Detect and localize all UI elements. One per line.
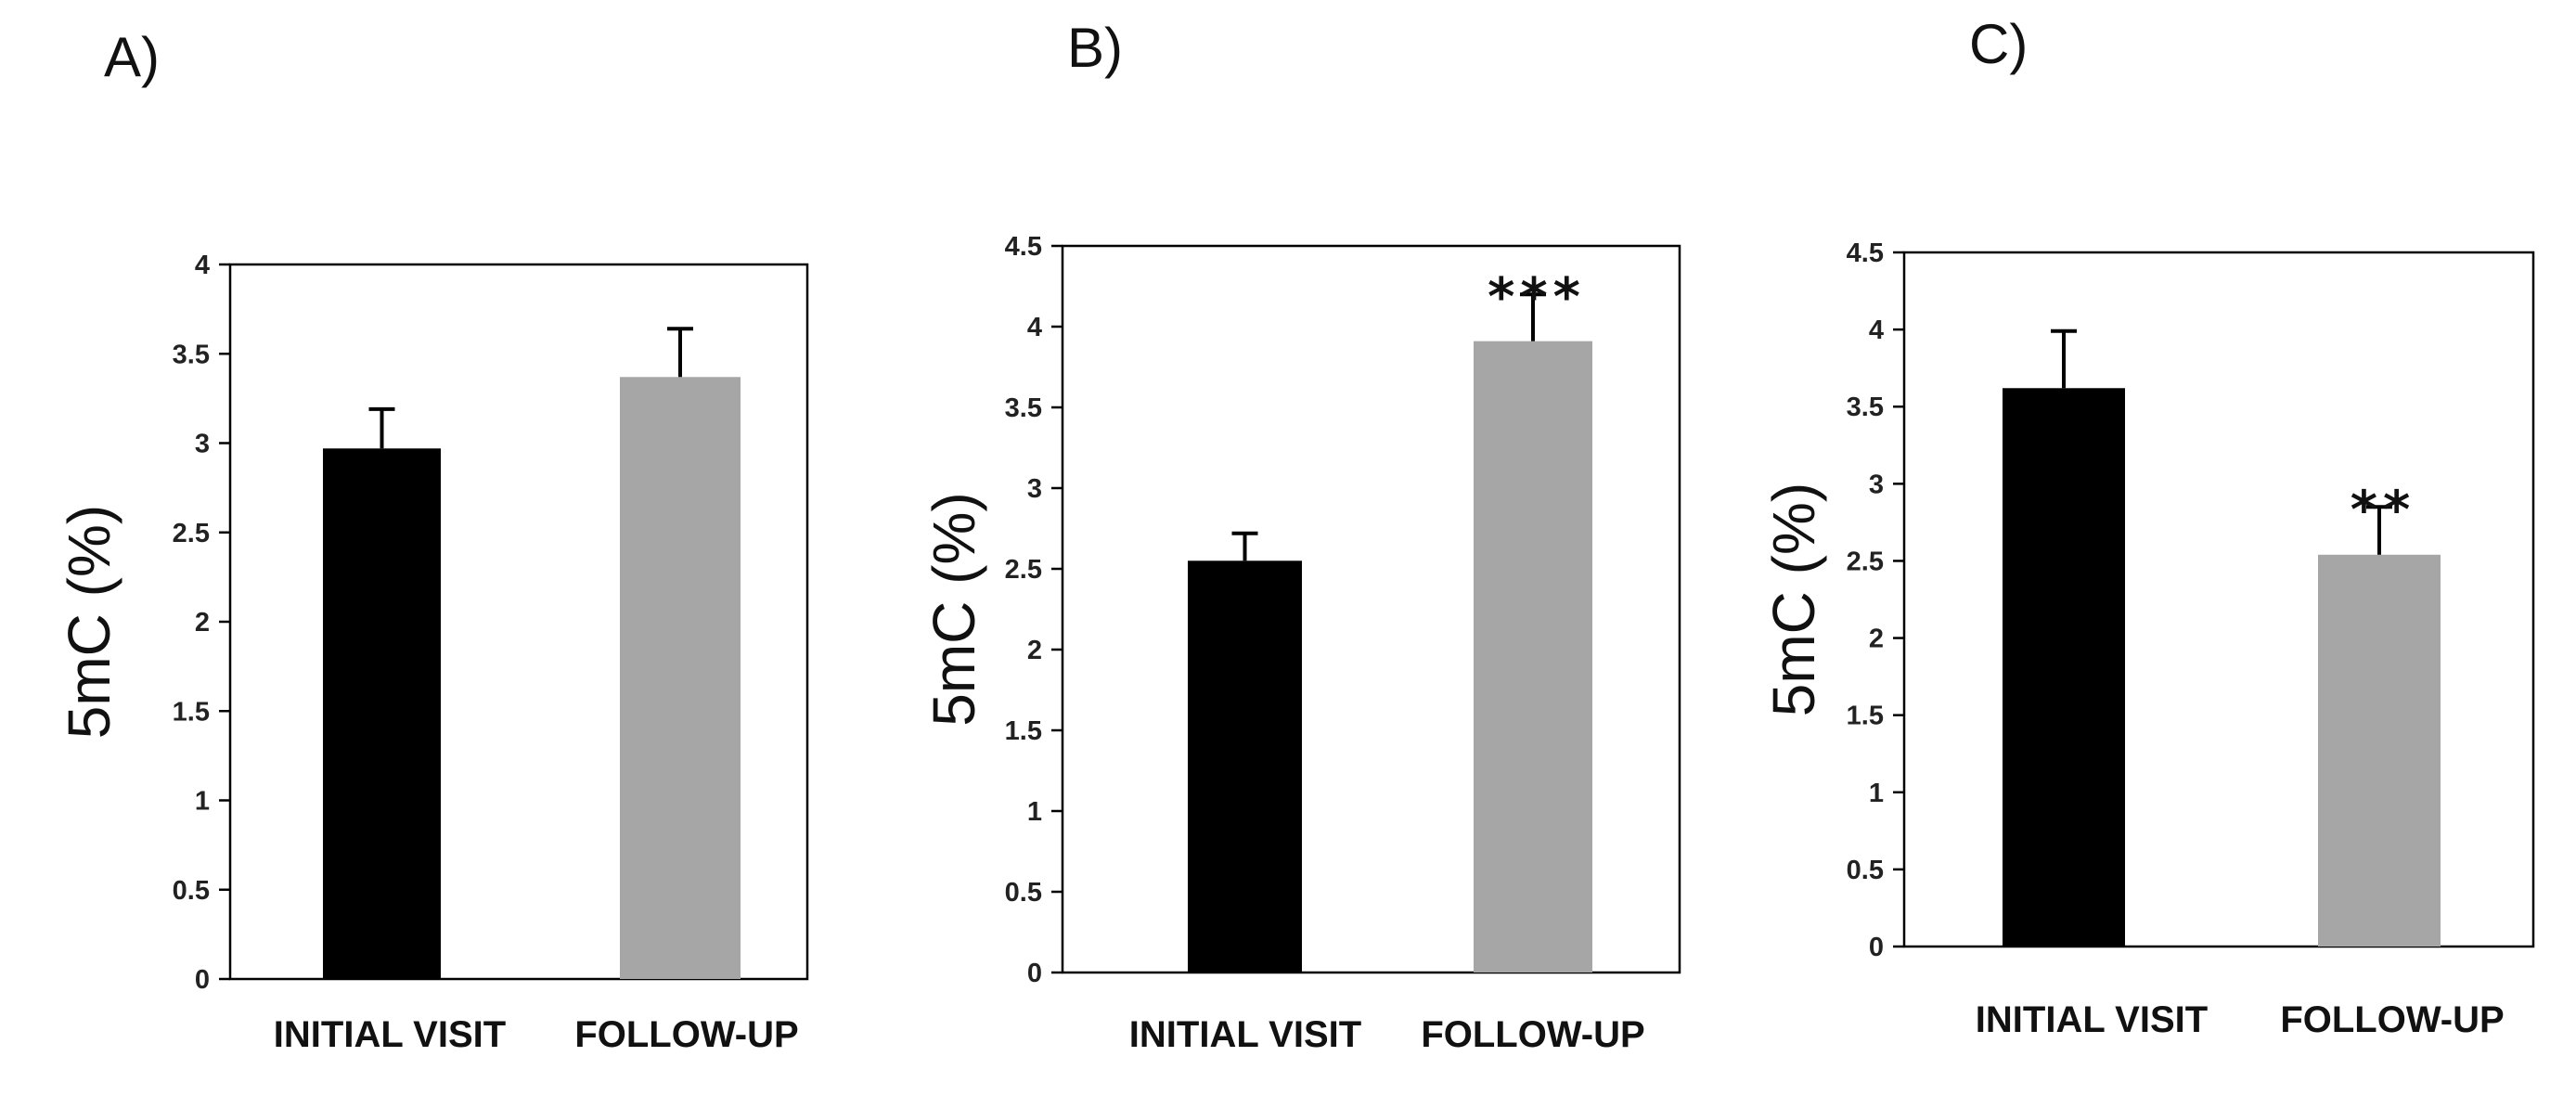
- significance-marker: ***: [1488, 267, 1586, 328]
- y-axis-label: 5mC (%): [56, 505, 122, 739]
- y-tick-label: 1: [1869, 779, 1884, 808]
- y-tick-label: 0.5: [173, 876, 210, 906]
- panel-label: B): [1067, 17, 1123, 79]
- y-tick-label: 0: [1027, 959, 1042, 988]
- y-tick-label: 3: [195, 430, 210, 459]
- category-label: FOLLOW-UP: [2280, 999, 2504, 1040]
- significance-marker: **: [2351, 480, 2416, 540]
- y-tick-label: 2.5: [173, 519, 210, 548]
- y-axis-label: 5mC (%): [1760, 483, 1827, 716]
- y-tick-label: 3.5: [1847, 393, 1884, 422]
- y-tick-label: 2: [1027, 636, 1042, 665]
- bar-initial-visit: [2003, 388, 2125, 947]
- y-tick-label: 3.5: [1005, 393, 1042, 423]
- bar-initial-visit: [323, 448, 441, 979]
- y-tick-label: 1.5: [1847, 702, 1884, 731]
- y-tick-label: 2: [1869, 625, 1884, 654]
- category-label: INITIAL VISIT: [274, 1014, 506, 1055]
- bar-follow-up: [620, 377, 741, 979]
- bar-follow-up: [1474, 341, 1592, 973]
- y-tick-label: 3.5: [173, 340, 210, 369]
- y-tick-label: 2.5: [1847, 547, 1884, 576]
- category-label: INITIAL VISIT: [1129, 1014, 1361, 1055]
- panel-label: C): [1969, 13, 2028, 75]
- category-label: INITIAL VISIT: [1976, 999, 2208, 1040]
- bar-follow-up: [2318, 554, 2441, 947]
- y-tick-label: 2: [195, 608, 210, 638]
- y-tick-label: 0: [195, 965, 210, 995]
- y-tick-label: 1: [195, 787, 210, 817]
- y-tick-label: 4: [1027, 313, 1042, 342]
- y-axis-label: 5mC (%): [921, 492, 987, 726]
- panel-label: A): [104, 26, 160, 88]
- y-tick-label: 3: [1869, 470, 1884, 499]
- y-tick-label: 4.5: [1847, 238, 1884, 268]
- y-tick-label: 0.5: [1847, 856, 1884, 885]
- y-tick-label: 2.5: [1005, 555, 1042, 585]
- y-tick-label: 4.5: [1005, 232, 1042, 262]
- y-tick-label: 3: [1027, 474, 1042, 504]
- y-tick-label: 4: [195, 251, 210, 280]
- y-tick-label: 0.5: [1005, 878, 1042, 908]
- y-tick-label: 0: [1869, 933, 1884, 962]
- y-tick-label: 1: [1027, 797, 1042, 827]
- bar-initial-visit: [1188, 560, 1302, 973]
- y-tick-label: 1.5: [173, 697, 210, 727]
- category-label: FOLLOW-UP: [1421, 1014, 1644, 1055]
- category-label: FOLLOW-UP: [574, 1014, 798, 1055]
- y-tick-label: 1.5: [1005, 716, 1042, 746]
- y-tick-label: 4: [1869, 316, 1884, 345]
